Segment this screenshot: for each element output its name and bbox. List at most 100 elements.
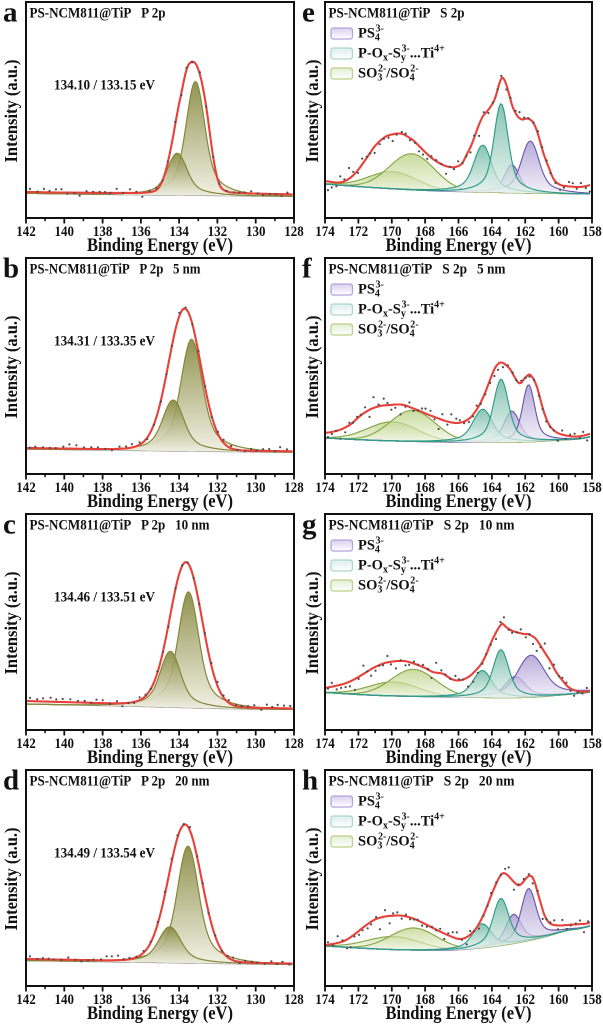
svg-text:PS-NCM811@TiP P 2p 10 nm: PS-NCM811@TiP P 2p 10 nm (30, 518, 210, 534)
svg-text:PS43-: PS43- (358, 279, 384, 299)
svg-text:Intensity (a.u.): Intensity (a.u.) (1, 60, 22, 163)
svg-text:PS-NCM811@TiP P 2p 5 nm: PS-NCM811@TiP P 2p 5 nm (30, 262, 201, 278)
svg-text:Binding Energy (eV): Binding Energy (eV) (87, 747, 233, 768)
svg-text:Binding Energy (eV): Binding Energy (eV) (87, 235, 233, 256)
svg-text:Binding Energy (eV): Binding Energy (eV) (87, 491, 233, 512)
svg-text:134: 134 (169, 224, 189, 240)
svg-text:162: 162 (515, 224, 535, 240)
svg-text:138: 138 (93, 224, 113, 240)
svg-text:136: 136 (131, 224, 151, 240)
svg-text:SO32-/SO42-: SO32-/SO42- (358, 575, 419, 595)
svg-text:PS43-: PS43- (358, 535, 384, 555)
svg-text:c: c (3, 509, 16, 541)
svg-text:e: e (302, 0, 315, 29)
svg-text:174: 174 (315, 992, 335, 1008)
svg-text:Binding Energy (eV): Binding Energy (eV) (87, 1003, 233, 1024)
svg-text:170: 170 (382, 224, 402, 240)
svg-text:142: 142 (16, 736, 36, 752)
svg-text:140: 140 (55, 992, 75, 1008)
svg-text:162: 162 (515, 992, 535, 1008)
svg-text:166: 166 (449, 224, 469, 240)
svg-text:138: 138 (93, 480, 113, 496)
svg-text:174: 174 (315, 224, 335, 240)
svg-text:Intensity (a.u.): Intensity (a.u.) (1, 828, 22, 931)
svg-text:140: 140 (55, 480, 75, 496)
svg-text:128: 128 (284, 736, 304, 752)
svg-text:P-Ox-Sy3-...Ti4+: P-Ox-Sy3-...Ti4+ (358, 299, 445, 319)
svg-text:Binding Energy (eV): Binding Energy (eV) (386, 1003, 532, 1024)
svg-text:164: 164 (482, 480, 502, 496)
svg-text:130: 130 (246, 992, 266, 1008)
svg-text:SO32-/SO42-: SO32-/SO42- (358, 831, 419, 851)
svg-text:Intensity (a.u.): Intensity (a.u.) (302, 828, 323, 931)
svg-text:128: 128 (284, 224, 304, 240)
svg-text:140: 140 (55, 736, 75, 752)
svg-text:164: 164 (482, 224, 502, 240)
svg-text:Binding Energy (eV): Binding Energy (eV) (386, 235, 532, 256)
svg-text:172: 172 (349, 736, 369, 752)
svg-text:134.10 / 133.15 eV: 134.10 / 133.15 eV (54, 78, 155, 94)
svg-text:158: 158 (582, 480, 602, 496)
svg-text:160: 160 (549, 224, 569, 240)
svg-text:Intensity (a.u.): Intensity (a.u.) (302, 572, 323, 675)
svg-text:174: 174 (315, 480, 335, 496)
svg-text:134: 134 (169, 736, 189, 752)
svg-text:170: 170 (382, 736, 402, 752)
svg-text:172: 172 (349, 480, 369, 496)
svg-text:134: 134 (169, 992, 189, 1008)
svg-text:158: 158 (582, 992, 602, 1008)
svg-text:172: 172 (349, 224, 369, 240)
svg-text:PS-NCM811@TiP S 2p 10 nm: PS-NCM811@TiP S 2p 10 nm (329, 518, 515, 534)
svg-text:P-Ox-Sy3-...Ti4+: P-Ox-Sy3-...Ti4+ (358, 555, 445, 575)
svg-text:168: 168 (415, 224, 435, 240)
svg-text:136: 136 (131, 736, 151, 752)
svg-text:160: 160 (549, 480, 569, 496)
svg-text:168: 168 (415, 480, 435, 496)
svg-text:130: 130 (246, 224, 266, 240)
svg-text:162: 162 (515, 736, 535, 752)
svg-text:174: 174 (315, 736, 335, 752)
svg-text:128: 128 (284, 480, 304, 496)
svg-text:Intensity (a.u.): Intensity (a.u.) (1, 572, 22, 675)
svg-text:f: f (302, 253, 312, 285)
svg-text:136: 136 (131, 992, 151, 1008)
svg-text:138: 138 (93, 992, 113, 1008)
svg-text:134.46 / 133.51 eV: 134.46 / 133.51 eV (54, 590, 155, 606)
svg-text:132: 132 (208, 480, 228, 496)
svg-text:PS43-: PS43- (358, 791, 384, 811)
svg-text:PS-NCM811@TiP S 2p: PS-NCM811@TiP S 2p (329, 6, 465, 22)
svg-text:PS-NCM811@TiP P 2p 20 nm: PS-NCM811@TiP P 2p 20 nm (30, 774, 210, 790)
svg-text:158: 158 (582, 224, 602, 240)
svg-text:132: 132 (208, 736, 228, 752)
svg-text:P-Ox-Sy3-...Ti4+: P-Ox-Sy3-...Ti4+ (358, 43, 445, 63)
svg-text:132: 132 (208, 992, 228, 1008)
svg-text:142: 142 (16, 992, 36, 1008)
svg-text:130: 130 (246, 736, 266, 752)
svg-text:134: 134 (169, 480, 189, 496)
svg-text:a: a (3, 0, 18, 29)
svg-text:PS-NCM811@TiP S 2p 20 nm: PS-NCM811@TiP S 2p 20 nm (329, 774, 515, 790)
svg-text:g: g (302, 509, 317, 541)
svg-text:d: d (3, 765, 19, 797)
svg-text:140: 140 (55, 224, 75, 240)
svg-text:166: 166 (449, 736, 469, 752)
svg-text:134.31 / 133.35 eV: 134.31 / 133.35 eV (54, 334, 155, 350)
svg-text:PS43-: PS43- (358, 23, 384, 43)
svg-text:172: 172 (349, 992, 369, 1008)
svg-text:Binding Energy (eV): Binding Energy (eV) (386, 491, 532, 512)
svg-text:170: 170 (382, 992, 402, 1008)
svg-text:162: 162 (515, 480, 535, 496)
svg-text:128: 128 (284, 992, 304, 1008)
svg-text:138: 138 (93, 736, 113, 752)
svg-text:PS-NCM811@TiP S 2p 5 nm: PS-NCM811@TiP S 2p 5 nm (329, 262, 506, 278)
svg-text:b: b (3, 253, 19, 285)
svg-text:Intensity (a.u.): Intensity (a.u.) (302, 60, 323, 163)
svg-text:164: 164 (482, 736, 502, 752)
svg-text:142: 142 (16, 480, 36, 496)
svg-text:Binding Energy (eV): Binding Energy (eV) (386, 747, 532, 768)
svg-text:PS-NCM811@TiP P 2p: PS-NCM811@TiP P 2p (30, 6, 166, 22)
svg-text:SO32-/SO42-: SO32-/SO42- (358, 319, 419, 339)
svg-text:130: 130 (246, 480, 266, 496)
svg-text:166: 166 (449, 992, 469, 1008)
svg-text:Intensity (a.u.): Intensity (a.u.) (1, 316, 22, 419)
